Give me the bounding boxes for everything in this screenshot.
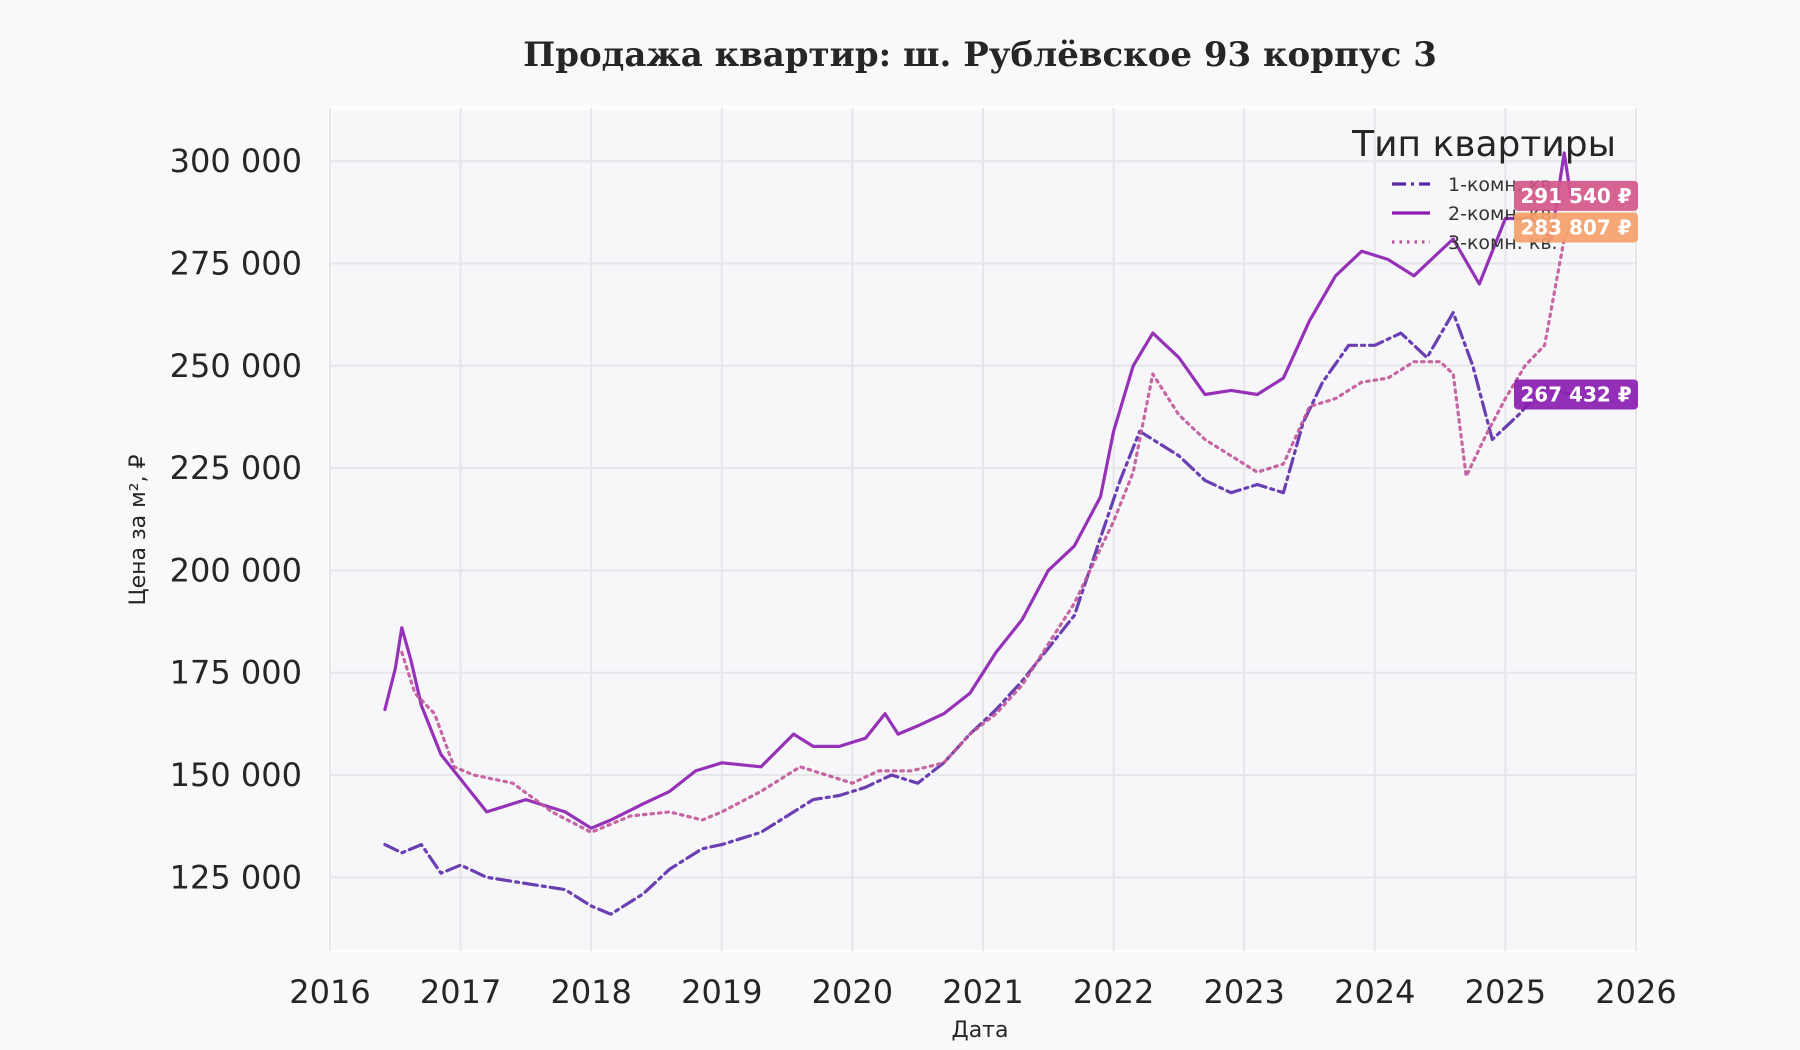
series-line-3 — [400, 225, 1573, 834]
price-tag-label-2: 291 540 ₽ — [1520, 184, 1631, 208]
final-price-tags: 267 432 ₽ 291 540 ₽ 283 807 ₽ — [1514, 180, 1638, 410]
legend-title: Тип квартиры — [1351, 124, 1616, 165]
x-axis-ticks: 2016 2017 2018 2019 2020 2021 2022 2023 2024 2025… — [289, 973, 1676, 1011]
series-line-1 — [383, 311, 1573, 916]
chart-title: Продажа квартир: ш. Рублёвское 93 корпус… — [523, 35, 1437, 75]
y-tick-label-275000: 275 000 — [170, 245, 302, 283]
x-tick-label-2018: 2018 — [550, 973, 631, 1011]
series-line-2 — [383, 151, 1573, 830]
x-tick-label-2019: 2019 — [681, 973, 762, 1011]
x-tick-label-2021: 2021 — [942, 973, 1023, 1011]
y-tick-label-125000: 125 000 — [170, 858, 302, 896]
x-tick-label-2026: 2026 — [1595, 973, 1676, 1011]
y-axis-ticks: 125 000 150 000 175 000 200 000 225 000 250 0… — [170, 142, 302, 896]
x-tick-label-2023: 2023 — [1203, 973, 1284, 1011]
price-tag-box-2 — [1514, 180, 1638, 211]
x-tick-label-2022: 2022 — [1073, 973, 1154, 1011]
y-tick-label-175000: 175 000 — [170, 654, 302, 692]
x-tick-label-2017: 2017 — [420, 973, 501, 1011]
price-tag-box-3 — [1514, 212, 1638, 243]
y-tick-label-300000: 300 000 — [170, 142, 302, 180]
x-axis-label: Дата — [952, 1018, 1009, 1043]
y-tick-label-225000: 225 000 — [170, 449, 302, 487]
y-axis-label: Цена за м², ₽ — [126, 454, 151, 605]
y-tick-label-150000: 150 000 — [170, 756, 302, 794]
x-tick-label-2020: 2020 — [812, 973, 893, 1011]
price-tag-label-1: 267 432 ₽ — [1520, 382, 1631, 406]
price-tag-box-1 — [1514, 379, 1638, 410]
y-tick-label-200000: 200 000 — [170, 551, 302, 589]
x-tick-label-2024: 2024 — [1334, 973, 1415, 1011]
price-tag-label-3: 283 807 ₽ — [1520, 215, 1631, 239]
x-tick-label-2016: 2016 — [289, 973, 370, 1011]
series-lines — [383, 151, 1573, 916]
x-tick-label-2025: 2025 — [1465, 973, 1546, 1011]
y-tick-label-250000: 250 000 — [170, 347, 302, 385]
